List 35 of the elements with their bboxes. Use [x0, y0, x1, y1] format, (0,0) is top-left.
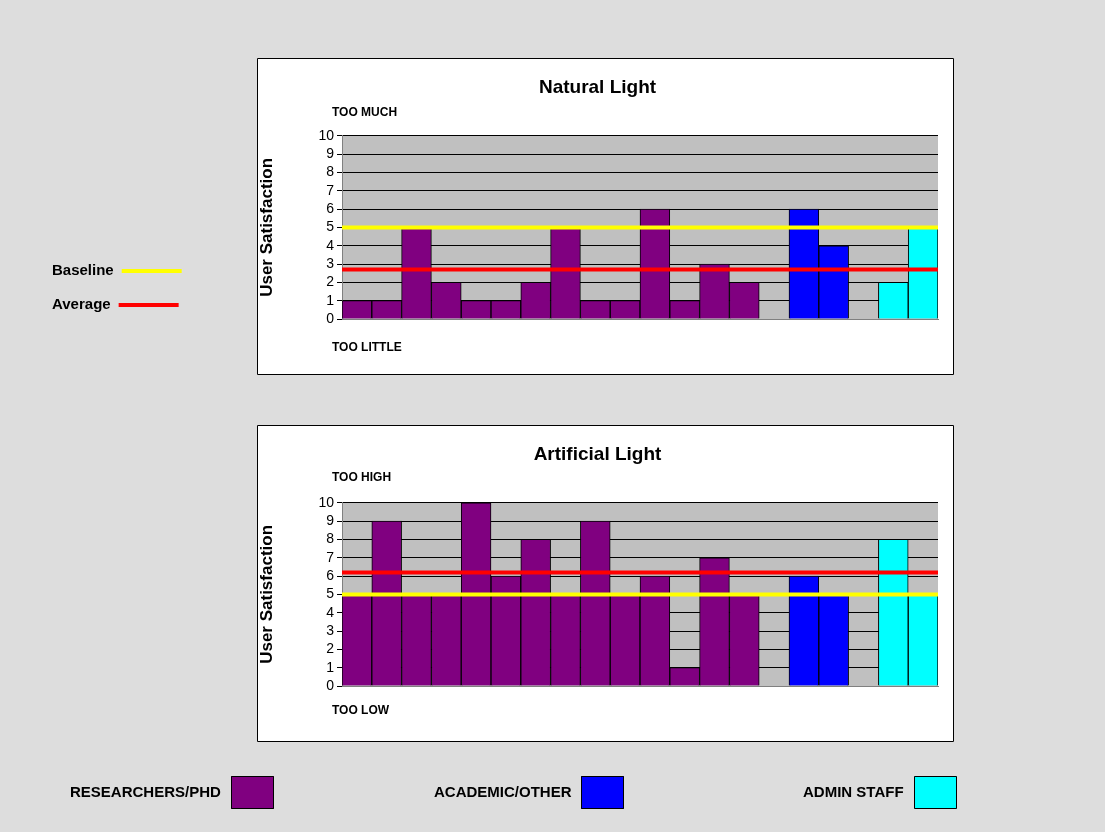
legend-label: ACADEMIC/OTHER: [434, 783, 572, 801]
y-tick-label: 3: [326, 254, 335, 271]
y-tick-label: 2: [326, 640, 335, 657]
y-tick-label: 1: [326, 291, 335, 308]
y-tick-label: 6: [326, 566, 335, 583]
y-axis-title: User Satisfaction: [256, 157, 276, 297]
y-tick-label: 3: [326, 621, 335, 638]
y-tick-label: 0: [326, 676, 335, 693]
y-tick-label: 10: [318, 493, 335, 510]
legend-label: Average: [52, 295, 111, 313]
text: TOO HIGH: [332, 470, 392, 484]
legend-label: ADMIN STAFF: [803, 783, 904, 801]
y-tick-label: 7: [326, 181, 335, 198]
text: TOO LITTLE: [332, 340, 402, 354]
chart-title: Artificial Light: [533, 442, 663, 464]
y-tick-label: 6: [326, 199, 335, 216]
y-axis-title: User Satisfaction: [256, 524, 276, 664]
y-tick-label: 5: [326, 218, 335, 235]
legend-label: Baseline: [52, 261, 114, 279]
y-tick-label: 0: [326, 309, 335, 326]
y-tick-label: 9: [326, 511, 335, 528]
legend-label: RESEARCHERS/PHD: [70, 783, 222, 801]
text: TOO LOW: [332, 703, 390, 717]
y-tick-label: 9: [326, 144, 335, 161]
text: TOO MUCH: [332, 105, 398, 119]
y-tick-label: 4: [326, 603, 335, 620]
y-tick-label: 10: [318, 126, 335, 143]
y-tick-label: 2: [326, 273, 335, 290]
chart-title: Natural Light: [538, 75, 657, 97]
y-tick-label: 4: [326, 236, 335, 253]
y-tick-label: 8: [326, 530, 335, 547]
y-tick-label: 1: [326, 658, 335, 675]
y-tick-label: 8: [326, 163, 335, 180]
y-tick-label: 5: [326, 585, 335, 602]
y-tick-label: 7: [326, 548, 335, 565]
